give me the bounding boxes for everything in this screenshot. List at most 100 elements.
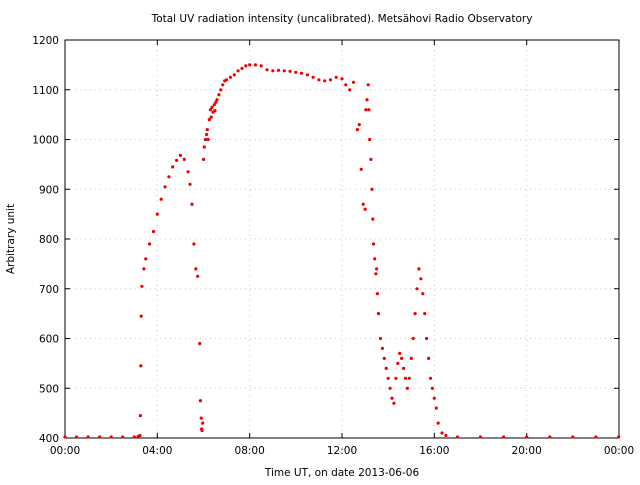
- data-point: [86, 435, 90, 439]
- data-point: [417, 267, 421, 271]
- data-point: [196, 274, 200, 278]
- data-point: [155, 212, 159, 216]
- data-point: [214, 100, 218, 104]
- data-point: [207, 118, 211, 122]
- x-tick-label: 00:00: [604, 445, 634, 457]
- data-point: [548, 435, 552, 439]
- data-point: [436, 421, 440, 425]
- data-point: [415, 287, 419, 291]
- data-point: [305, 73, 309, 77]
- data-point: [198, 399, 202, 403]
- data-point: [240, 66, 244, 70]
- data-point: [206, 137, 210, 142]
- data-point: [288, 69, 292, 73]
- data-point: [182, 157, 186, 161]
- data-point: [455, 435, 459, 439]
- data-point: [144, 257, 148, 261]
- data-point: [209, 115, 213, 119]
- data-point: [366, 83, 370, 87]
- data-point: [369, 157, 373, 161]
- data-point: [370, 187, 374, 191]
- x-tick-label: 00:00: [50, 445, 80, 457]
- data-point: [390, 396, 394, 400]
- data-point: [142, 267, 146, 271]
- data-point: [375, 267, 379, 271]
- data-point: [276, 68, 281, 72]
- x-tick-label: 12:00: [327, 445, 357, 457]
- data-point: [139, 364, 143, 368]
- y-tick-label: 1100: [32, 85, 59, 97]
- data-point: [384, 366, 388, 370]
- data-point: [440, 431, 444, 435]
- data-point: [213, 109, 217, 113]
- data-point: [400, 356, 404, 360]
- data-point: [265, 68, 269, 72]
- data-point: [371, 242, 376, 246]
- x-tick-label: 04:00: [142, 445, 172, 457]
- data-point: [430, 386, 434, 390]
- data-point: [271, 69, 275, 73]
- data-point: [617, 435, 621, 439]
- data-series: [63, 63, 621, 439]
- data-point: [311, 75, 315, 79]
- data-point: [294, 70, 298, 74]
- data-point: [432, 396, 436, 400]
- data-point: [201, 157, 206, 161]
- data-point: [444, 433, 448, 438]
- data-point: [423, 312, 427, 316]
- data-point: [375, 292, 379, 296]
- data-point: [259, 64, 263, 68]
- data-point: [594, 435, 598, 439]
- data-point: [340, 77, 344, 81]
- data-point: [371, 217, 375, 221]
- data-point: [151, 229, 156, 234]
- data-point: [109, 435, 113, 439]
- data-point: [171, 165, 175, 169]
- data-point: [199, 416, 203, 420]
- data-point: [392, 401, 396, 405]
- data-point: [348, 88, 352, 92]
- x-tick-label: 20:00: [512, 445, 542, 457]
- x-axis-label: Time UT, on date 2013-06-06: [264, 467, 420, 479]
- y-tick-label: 400: [39, 433, 59, 445]
- data-point: [98, 435, 102, 439]
- data-point: [419, 277, 423, 281]
- data-point: [525, 435, 529, 439]
- data-point: [374, 272, 378, 276]
- data-point: [175, 158, 179, 162]
- x-tick-labels: 00:00 04:00 08:00 12:00 16:00 20:00 00:00: [50, 445, 634, 457]
- data-point: [201, 421, 205, 425]
- data-point: [388, 386, 392, 390]
- data-point: [194, 267, 198, 271]
- data-point: [373, 257, 377, 261]
- data-point: [221, 83, 225, 87]
- data-point: [394, 376, 398, 380]
- data-point: [409, 356, 413, 360]
- data-point: [364, 108, 368, 112]
- data-point: [359, 167, 363, 171]
- data-point: [323, 79, 327, 83]
- data-point: [208, 108, 212, 112]
- data-point: [63, 435, 67, 439]
- data-point: [405, 386, 409, 390]
- data-point: [427, 356, 431, 360]
- y-tick-labels: 400 500 600 700 800 900 1000 1100 1200: [32, 35, 59, 445]
- data-point: [425, 336, 429, 341]
- data-point: [502, 435, 506, 439]
- chart-title: Total UV radiation intensity (uncalibrat…: [151, 13, 533, 25]
- x-tick-label: 08:00: [235, 445, 265, 457]
- data-point: [132, 435, 136, 439]
- data-point: [478, 435, 483, 439]
- data-point: [212, 103, 216, 107]
- data-point: [202, 145, 206, 149]
- data-point: [244, 64, 248, 68]
- y-tick-label: 1000: [32, 135, 59, 147]
- data-point: [225, 78, 229, 82]
- grid-lines: [65, 40, 619, 438]
- data-point: [198, 341, 202, 346]
- data-point: [357, 123, 361, 127]
- data-point: [368, 137, 372, 142]
- data-point: [121, 435, 125, 439]
- data-point: [253, 63, 257, 67]
